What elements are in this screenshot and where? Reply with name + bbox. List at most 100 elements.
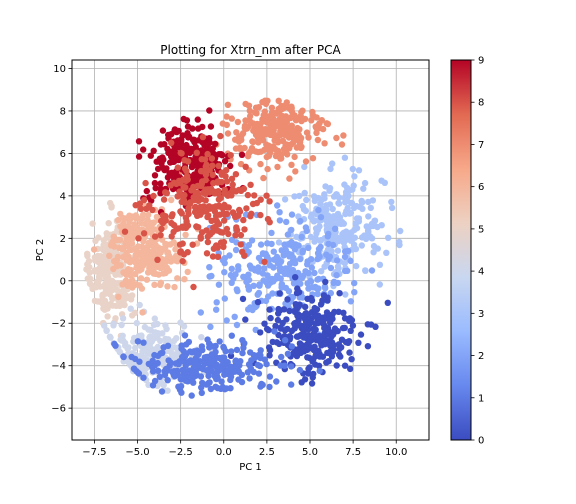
scatter-point xyxy=(170,179,178,186)
scatter-point xyxy=(201,354,208,361)
scatter-point xyxy=(170,222,178,229)
scatter-point xyxy=(216,211,224,218)
scatter-point xyxy=(240,216,247,224)
scatter-point xyxy=(171,283,178,291)
scatter-point xyxy=(166,170,173,177)
scatter-point xyxy=(234,287,241,295)
scatter-point xyxy=(297,217,304,225)
scatter-point xyxy=(132,212,140,219)
scatter-point xyxy=(177,208,184,215)
scatter-point xyxy=(384,299,391,306)
scatter-point xyxy=(344,339,352,346)
scatter-point xyxy=(105,259,112,266)
scatter-point xyxy=(340,132,347,139)
scatter-point xyxy=(218,356,226,364)
scatter-point xyxy=(209,171,216,179)
scatter-point xyxy=(331,308,338,316)
scatter-point xyxy=(322,278,329,286)
colorbar-tick-label: 4 xyxy=(478,267,484,278)
scatter-point xyxy=(151,172,159,179)
scatter-point xyxy=(286,175,293,182)
scatter-point xyxy=(189,241,196,248)
scatter-point xyxy=(311,313,318,320)
scatter-point xyxy=(246,118,254,125)
scatter-point xyxy=(135,138,143,145)
scatter-point xyxy=(155,271,162,278)
scatter-point xyxy=(132,270,139,278)
scatter-point xyxy=(181,157,188,164)
scatter-point xyxy=(215,151,223,158)
scatter-point xyxy=(288,161,295,168)
scatter-point xyxy=(223,225,231,233)
scatter-point xyxy=(209,253,217,260)
scatter-point xyxy=(313,230,320,237)
scatter-point xyxy=(131,245,139,253)
scatter-point xyxy=(140,339,147,346)
scatter-point xyxy=(315,362,323,369)
scatter-point xyxy=(219,257,227,264)
scatter-point xyxy=(211,140,219,147)
scatter-point xyxy=(185,358,193,365)
scatter-point xyxy=(330,346,337,354)
scatter-point xyxy=(276,290,283,297)
scatter-point xyxy=(248,237,256,244)
scatter-point xyxy=(257,329,264,336)
scatter-point xyxy=(95,258,102,266)
scatter-point xyxy=(324,349,331,357)
y-tick-label: 6 xyxy=(60,149,66,160)
scatter-point xyxy=(248,357,255,364)
scatter-point xyxy=(347,199,355,207)
scatter-point xyxy=(239,248,246,255)
scatter-point xyxy=(116,236,124,243)
scatter-point xyxy=(281,337,289,344)
scatter-point xyxy=(303,129,311,136)
scatter-point xyxy=(205,212,212,219)
scatter-point xyxy=(312,235,319,242)
scatter-point xyxy=(204,233,211,240)
scatter-point xyxy=(229,367,237,375)
scatter-point xyxy=(159,349,166,356)
scatter-point xyxy=(185,338,193,346)
scatter-point xyxy=(264,144,271,151)
scatter-point xyxy=(140,374,147,381)
scatter-point xyxy=(337,353,344,360)
scatter-point xyxy=(164,342,172,349)
scatter-point xyxy=(349,165,356,173)
scatter-point xyxy=(321,195,328,202)
scatter-point xyxy=(288,211,296,218)
scatter-point xyxy=(166,148,173,155)
scatter-point xyxy=(159,330,166,337)
scatter-point xyxy=(333,257,341,264)
scatter-point xyxy=(262,297,270,305)
scatter-point xyxy=(156,373,163,380)
scatter-point xyxy=(151,377,159,385)
scatter-point xyxy=(330,329,337,337)
scatter-point xyxy=(204,336,211,343)
scatter-point xyxy=(235,138,243,145)
scatter-point xyxy=(154,256,161,263)
scatter-point xyxy=(210,188,218,195)
scatter-point xyxy=(176,188,183,195)
scatter-point xyxy=(297,255,304,263)
scatter-point xyxy=(271,328,278,335)
scatter-point xyxy=(140,211,147,218)
y-tick-label: 10 xyxy=(53,64,66,75)
y-tick-label: −4 xyxy=(51,361,66,372)
scatter-point xyxy=(183,218,190,225)
scatter-point xyxy=(314,318,321,326)
scatter-point xyxy=(244,153,252,160)
scatter-point xyxy=(186,149,194,156)
scatter-point xyxy=(352,220,359,227)
scatter-point xyxy=(266,198,273,205)
scatter-point xyxy=(140,246,148,254)
scatter-point xyxy=(174,164,181,171)
scatter-point xyxy=(358,197,365,205)
scatter-point xyxy=(174,172,181,180)
scatter-point xyxy=(185,204,192,212)
scatter-point xyxy=(364,343,372,350)
scatter-point xyxy=(344,247,352,254)
scatter-point xyxy=(288,226,295,234)
scatter-point xyxy=(246,113,254,120)
scatter-point xyxy=(253,110,260,117)
scatter-point xyxy=(103,327,110,334)
